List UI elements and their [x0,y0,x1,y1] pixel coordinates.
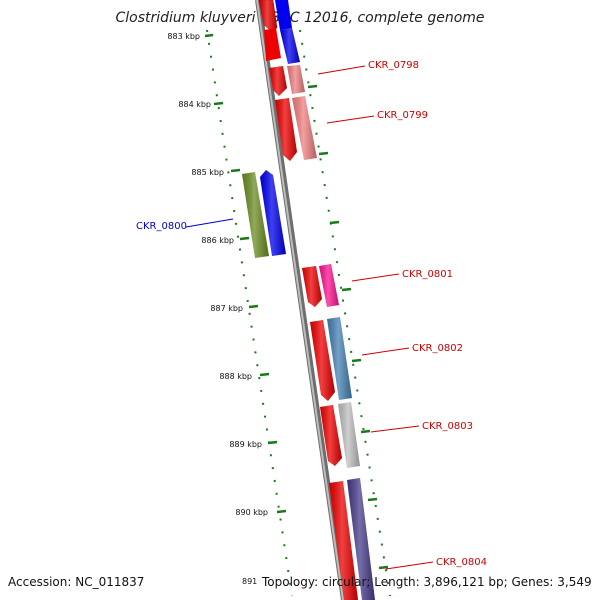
gene-cds-0798[interactable] [269,66,287,96]
gene-cds-0803[interactable] [320,405,342,466]
gene-feature-0802[interactable] [327,317,352,400]
leader-line [351,273,400,282]
leader-line [385,561,434,570]
gene-feature-0801[interactable] [319,264,339,307]
gene-label-ckr-0800[interactable]: CKR_0800 [136,221,187,232]
gene-feature-top[interactable] [275,0,300,64]
genome-title: Clostridium kluyveri NBRC 12016, complet… [115,10,485,26]
genome-backbone [255,0,347,600]
gene-cds-0800[interactable] [260,170,286,256]
leader-line [317,65,366,75]
scale-tick-label: 889 kbp [229,440,262,449]
gene-cds-0804[interactable] [329,481,358,600]
gene-label-ckr-0798[interactable]: CKR_0798 [368,60,419,71]
leader-line [185,218,234,228]
gene-feature-0803[interactable] [338,402,360,468]
scale-ticks [204,33,287,514]
gene-cds-0799[interactable] [275,98,297,161]
scale-tick-label: 883 kbp [167,32,200,41]
scale-tick-label: 884 kbp [178,100,211,109]
leader-line [370,425,420,433]
gene-feature-0804[interactable] [347,478,375,600]
gene-feature-0798[interactable] [287,65,305,94]
gene-label-ckr-0799[interactable]: CKR_0799 [377,110,428,121]
scale-track-left [206,29,293,597]
gene-feature-0799[interactable] [292,96,317,160]
scale-tick-label: 886 kbp [201,236,234,245]
gene-cds-top-b[interactable] [264,28,281,61]
gene-cds-0801[interactable] [302,266,322,307]
gene-label-ckr-0804[interactable]: CKR_0804 [436,557,487,568]
gene-feature-0800[interactable] [242,172,269,258]
scale-tick-label: 888 kbp [219,372,252,381]
topology-text: Topology: circular; Length: 3,896,121 bp… [262,575,592,589]
scale-track-right [299,29,391,597]
edge-tick-label: 891 [242,577,258,586]
leader-line [361,347,410,356]
scale-tick-label: 890 kbp [235,508,268,517]
gene-label-ckr-0803[interactable]: CKR_0803 [422,421,473,432]
gene-label-ckr-0801[interactable]: CKR_0801 [402,269,453,280]
accession-text: Accession: NC_011837 [8,575,145,589]
gene-cds-0802[interactable] [310,320,335,401]
gene-cds-top[interactable] [258,0,278,31]
gene-label-ckr-0802[interactable]: CKR_0802 [412,343,463,354]
leader-line [326,115,375,124]
scale-tick-label: 887 kbp [210,304,243,313]
scale-ticks-right [307,84,389,570]
scale-tick-label: 885 kbp [191,168,224,177]
